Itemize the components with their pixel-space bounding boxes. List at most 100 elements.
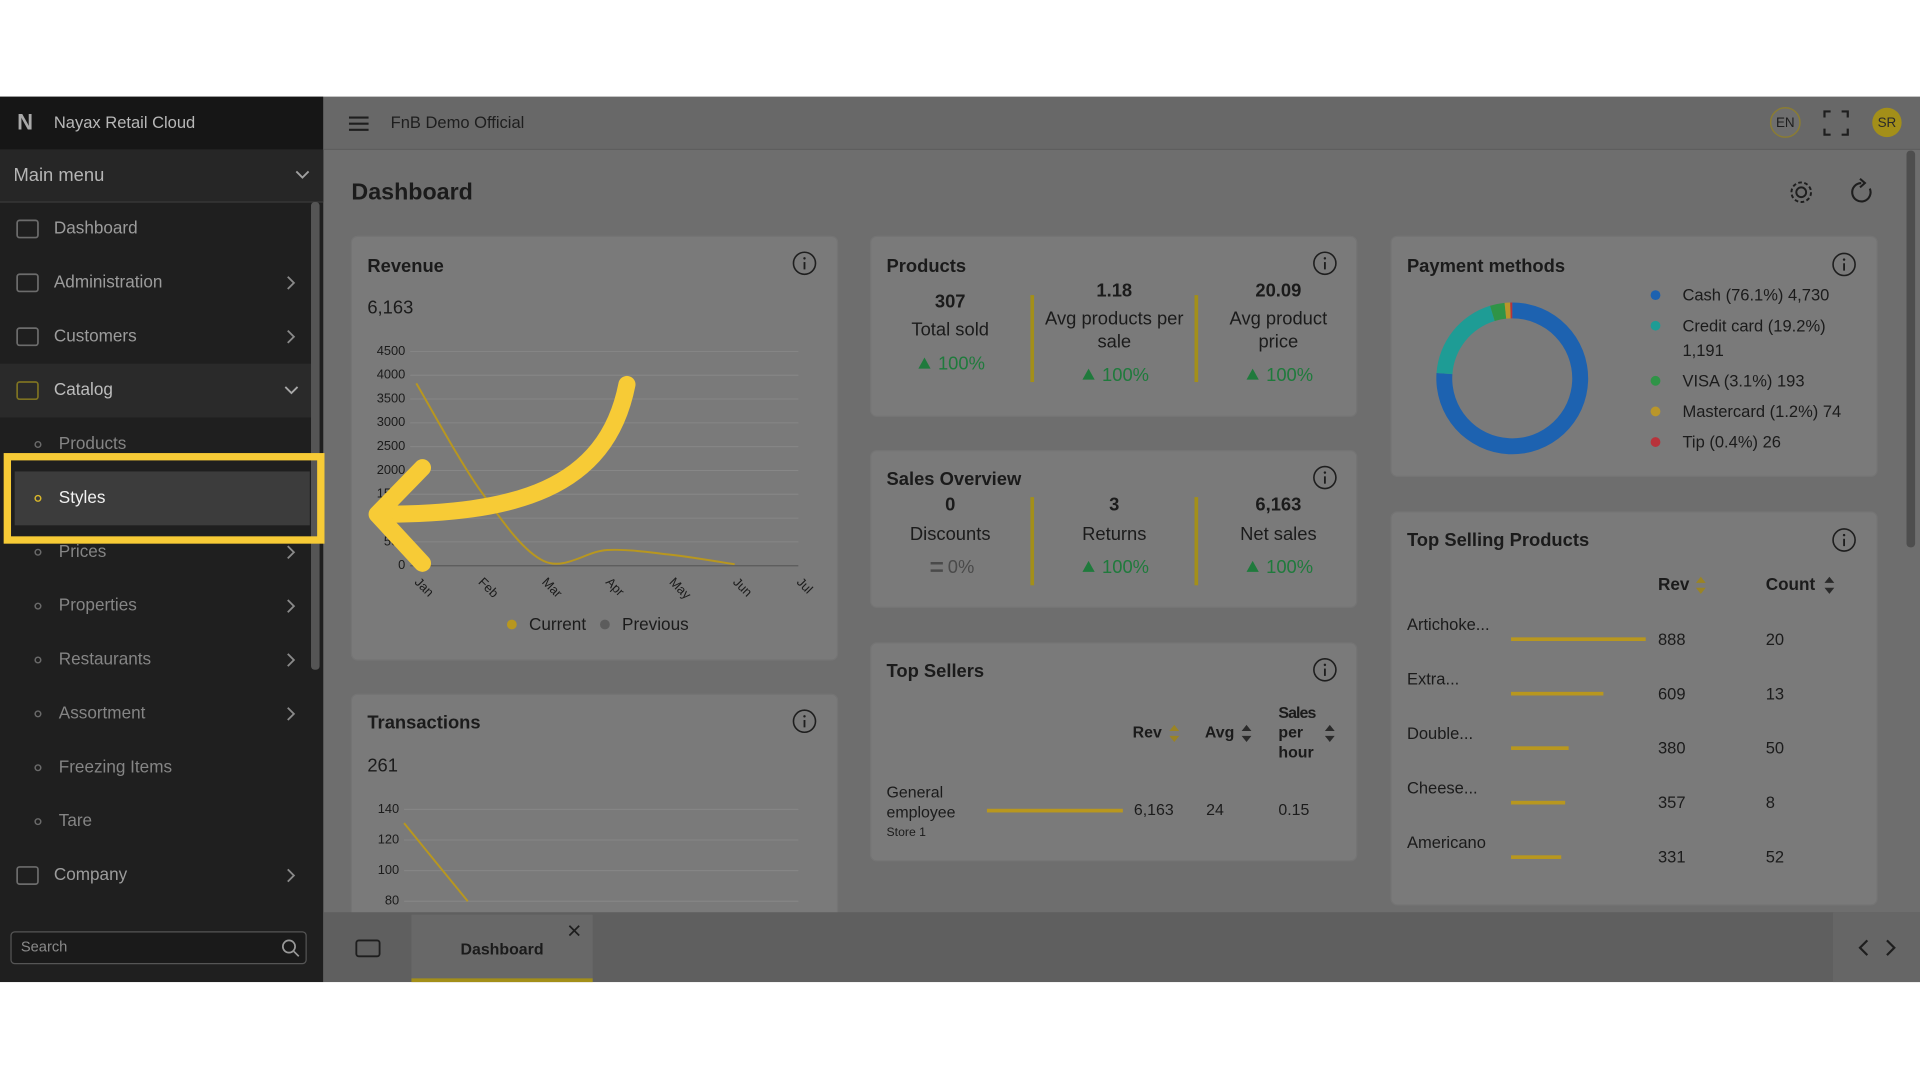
rev-bar: [1511, 746, 1569, 750]
rev-bar: [986, 808, 1123, 813]
language-button[interactable]: [1769, 107, 1801, 138]
legend-marker: [600, 619, 610, 630]
menu-item-label[interactable]: Catalog: [54, 379, 113, 399]
menu-item-label[interactable]: Customers: [54, 325, 137, 345]
menu-bullet: [34, 440, 42, 449]
fullscreen-button[interactable]: [1823, 110, 1849, 136]
pointer-arrow-head: [368, 459, 432, 572]
tabs-overview-button[interactable]: [355, 939, 381, 958]
info-icon-dot: [1842, 258, 1846, 261]
main-menu-header[interactable]: [0, 149, 324, 203]
menu-bullet: [34, 602, 42, 610]
sort-icon[interactable]: [1241, 724, 1252, 743]
product-count: 52: [1766, 848, 1784, 867]
search-icon: [282, 939, 296, 954]
sort-icon[interactable]: [1695, 576, 1706, 594]
y-tick-label: 4500: [377, 343, 406, 358]
highlight-box: [3, 453, 325, 544]
menu-chevron: [287, 276, 296, 290]
column-header: Rev: [1133, 725, 1162, 742]
menu-bullet: [34, 764, 42, 772]
menu-item-label[interactable]: Products: [59, 433, 127, 453]
legend-label: Cash (76.1%) 4,730: [1682, 286, 1829, 305]
info-icon[interactable]: [792, 251, 817, 276]
seller-store: Store 1: [887, 825, 927, 839]
legend-marker: [1650, 320, 1661, 331]
menu-chevron: [287, 707, 296, 721]
stat-trend: 100%: [1102, 364, 1149, 385]
stat-value: 0: [945, 494, 955, 515]
data-line: [415, 382, 735, 566]
product-rev: 609: [1658, 684, 1686, 703]
info-icon[interactable]: [1832, 528, 1856, 552]
menu-icon: [16, 219, 39, 239]
stat-separator: [1030, 295, 1035, 383]
stat-label: Discounts: [910, 523, 991, 544]
info-icon-dot: [1323, 257, 1327, 260]
page-title: Dashboard: [351, 179, 472, 205]
y-tick-label: 3000: [377, 414, 406, 429]
menu-bullet: [34, 656, 42, 664]
product-name: Americano: [1407, 833, 1486, 852]
product-rev: 331: [1658, 848, 1686, 867]
stat-label: Returns: [1082, 523, 1146, 544]
info-icon-dot: [1842, 533, 1846, 537]
refresh-button[interactable]: [1851, 182, 1872, 203]
menu-item-label[interactable]: Assortment: [59, 702, 146, 722]
search-placeholder: Search: [21, 940, 68, 956]
pointer-arrow: [371, 375, 636, 523]
transactions-total: 261: [367, 754, 398, 775]
rev-bar: [1511, 691, 1604, 696]
search-box[interactable]: [10, 931, 307, 965]
menu-item-label[interactable]: Dashboard: [54, 218, 138, 238]
stat-separator: [1194, 295, 1199, 383]
info-icon[interactable]: [1832, 252, 1856, 277]
menu-item-label[interactable]: Prices: [59, 541, 107, 561]
menu-item-label[interactable]: Restaurants: [59, 649, 151, 669]
card-title: Top Sellers: [887, 660, 985, 681]
sort-icon[interactable]: [1324, 724, 1335, 743]
hamburger-menu[interactable]: [348, 116, 369, 131]
card: [870, 642, 1358, 862]
card-title: Top Selling Products: [1407, 529, 1589, 550]
user-initials: SR: [1878, 115, 1897, 130]
donut-slice: [1436, 305, 1495, 375]
column-header: Sales: [1278, 705, 1316, 722]
stat-separator: [1030, 497, 1035, 586]
card-title: Transactions: [367, 712, 480, 733]
menu-item-label[interactable]: Tare: [59, 810, 92, 830]
donut-slice: [1490, 302, 1507, 321]
info-icon[interactable]: [1313, 465, 1337, 490]
menu-item-bg: [0, 363, 312, 418]
user-avatar[interactable]: [1872, 107, 1902, 138]
tab-close[interactable]: [568, 925, 580, 937]
menu-item-selected-bg[interactable]: [14, 471, 310, 526]
menu-bullet: [34, 818, 42, 826]
menu-item-label[interactable]: Company: [54, 864, 128, 884]
product-rev: 380: [1658, 739, 1686, 758]
stat-value: 6,163: [1255, 494, 1301, 515]
menu-item-label[interactable]: Administration: [54, 271, 163, 291]
product-count: 50: [1766, 739, 1784, 758]
y-tick-label: 0: [398, 557, 405, 572]
stat-value: 1.18: [1096, 279, 1132, 300]
tab[interactable]: [411, 914, 593, 983]
info-icon[interactable]: [792, 709, 817, 734]
stat-label: Net sales: [1240, 523, 1317, 544]
stat-value: 307: [935, 290, 966, 311]
product-count: 8: [1766, 793, 1775, 812]
sort-icon[interactable]: [1169, 724, 1180, 743]
info-icon-dot: [803, 715, 806, 718]
settings-button[interactable]: [1790, 181, 1812, 204]
tab-next[interactable]: [1886, 939, 1896, 956]
info-icon[interactable]: [1313, 251, 1337, 276]
menu-item-label[interactable]: Styles: [59, 487, 106, 507]
menu-item-label[interactable]: Freezing Items: [59, 756, 172, 776]
seller-sales-per-hour: 0.15: [1278, 802, 1309, 819]
tab-prev[interactable]: [1858, 939, 1869, 956]
info-icon[interactable]: [1313, 657, 1337, 682]
menu-item-label[interactable]: Properties: [59, 595, 137, 615]
sort-icon[interactable]: [1824, 576, 1835, 594]
y-tick-label: 140: [378, 801, 399, 816]
